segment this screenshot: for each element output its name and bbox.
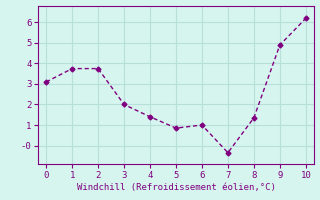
X-axis label: Windchill (Refroidissement éolien,°C): Windchill (Refroidissement éolien,°C) (76, 183, 276, 192)
